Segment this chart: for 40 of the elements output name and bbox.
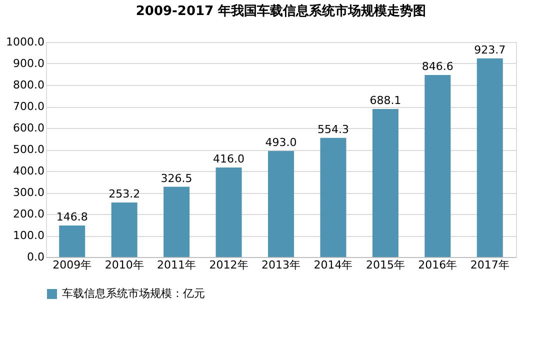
chart-title: 2009-2017 年我国车载信息系统市场规模走势图: [136, 3, 426, 19]
bar: [320, 138, 346, 257]
y-tick-label: 600.0: [13, 122, 44, 134]
y-tick-label: 900.0: [13, 57, 44, 70]
x-tick-label: 2015年: [366, 258, 405, 272]
data-label: 923.7: [474, 43, 506, 56]
bar: [164, 186, 190, 257]
data-label: 846.6: [422, 60, 454, 73]
y-tick-label: 200.0: [13, 208, 44, 220]
x-tick-label: 2012年: [209, 258, 248, 272]
legend-label: 车载信息系统市场规模：亿元: [62, 287, 205, 300]
data-label: 146.8: [56, 210, 88, 224]
y-tick-label: 1000.0: [6, 36, 44, 48]
bar: [424, 74, 451, 257]
x-tick-label: 2014年: [314, 258, 353, 272]
y-tick-label: 0.0: [27, 250, 44, 264]
bar: [216, 168, 242, 257]
x-tick-label: 2009年: [52, 258, 92, 272]
bar: [268, 151, 294, 257]
x-tick-label: 2010年: [104, 258, 144, 272]
data-label: 493.0: [265, 136, 297, 150]
y-tick-label: 500.0: [13, 143, 44, 156]
bar: [59, 225, 86, 257]
x-tick-label: 2017年: [470, 258, 510, 272]
bar: [111, 202, 138, 257]
data-label: 416.0: [213, 152, 245, 166]
y-tick-label: 100.0: [13, 229, 44, 242]
data-label: 326.5: [160, 172, 192, 185]
y-tick-label: 300.0: [13, 186, 44, 199]
bar: [372, 109, 398, 257]
x-tick-label: 2016年: [418, 258, 458, 272]
x-tick-label: 2013年: [262, 258, 300, 272]
data-label: 253.2: [108, 188, 140, 201]
data-label: 554.3: [317, 122, 349, 136]
bar: [476, 58, 503, 257]
data-label: 688.1: [370, 94, 402, 108]
y-tick-label: 400.0: [13, 164, 44, 178]
y-tick-label: 800.0: [13, 78, 44, 92]
x-tick-label: 2011年: [157, 258, 196, 272]
y-tick-label: 700.0: [13, 100, 44, 113]
